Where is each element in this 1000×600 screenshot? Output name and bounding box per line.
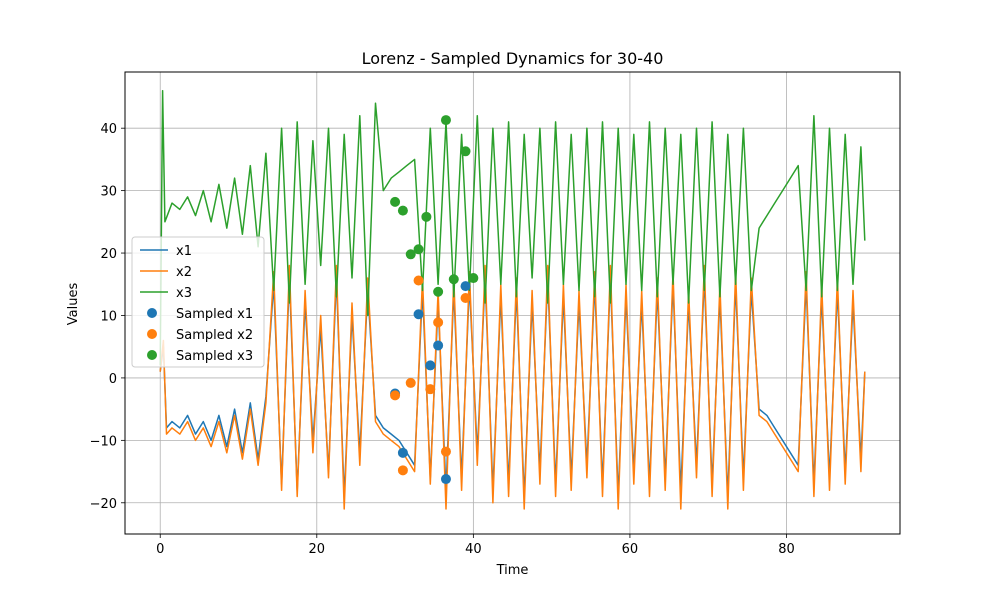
- sampled-x2-point: [390, 390, 401, 401]
- chart-title: Lorenz - Sampled Dynamics for 30-40: [362, 49, 664, 68]
- sampled-x1-point: [440, 474, 451, 485]
- sampled-x1-point: [413, 309, 424, 320]
- y-tick-label: 40: [100, 122, 117, 137]
- sampled-x2-point: [425, 384, 436, 395]
- sampled-x3-point: [460, 146, 471, 157]
- y-tick-label: 10: [100, 309, 117, 324]
- sampled-x3-point: [468, 273, 479, 284]
- sampled-x1-point: [425, 360, 436, 371]
- sampled-x3-point: [413, 244, 424, 255]
- sampled-x2-point: [460, 293, 471, 304]
- sampled-x2-point: [405, 377, 416, 388]
- y-tick-label: 0: [109, 372, 117, 387]
- sampled-x3-point: [440, 115, 451, 126]
- legend-label-sampled-x2: Sampled x2: [176, 328, 253, 343]
- y-tick-label: −10: [90, 434, 117, 449]
- sampled-x3-point: [397, 205, 408, 216]
- x-tick-label: 80: [778, 542, 795, 557]
- series-line-x3: [159, 89, 866, 366]
- legend-marker-sampled-x3: [147, 350, 157, 360]
- legend-label-x1: x1: [176, 244, 192, 259]
- x-tick-label: 20: [309, 542, 326, 557]
- x-axis-label: Time: [496, 563, 529, 578]
- legend-marker-sampled-x1: [147, 308, 157, 318]
- y-tick-label: 20: [100, 247, 117, 262]
- legend-label-sampled-x1: Sampled x1: [176, 307, 253, 322]
- legend-label-sampled-x3: Sampled x3: [176, 349, 253, 364]
- y-axis-label: Values: [66, 283, 81, 326]
- x-tick-label: 0: [156, 542, 164, 557]
- y-tick-label: 30: [100, 185, 117, 200]
- sampled-x3-point: [433, 286, 444, 297]
- sampled-x3-point: [448, 274, 459, 285]
- sampled-x1-point: [460, 281, 471, 292]
- legend: x1 x2 x3 Sampled x1 Sampled x2 Sampled x…: [131, 236, 265, 368]
- sampled-x2-point: [433, 317, 444, 328]
- sampled-x3-point: [405, 249, 416, 260]
- x-tick-label: 60: [622, 542, 639, 557]
- plot-frame: [124, 71, 901, 535]
- sampled-x1-point: [433, 340, 444, 351]
- legend-label-x2: x2: [176, 265, 192, 280]
- series-lines: [159, 89, 866, 510]
- sampled-x1-point: [397, 447, 408, 458]
- axis-ticks: 0 20 40 60 80 −20 −10 0 10 20 30 40: [90, 122, 795, 557]
- sampled-x3-point: [421, 211, 432, 222]
- series-line-x2: [159, 264, 866, 510]
- legend-marker-sampled-x2: [147, 329, 157, 339]
- sampled-x2-point: [397, 465, 408, 476]
- sampled-x3-point: [390, 196, 401, 207]
- legend-label-x3: x3: [176, 286, 192, 301]
- sampled-points: [390, 115, 479, 485]
- y-tick-label: −20: [90, 497, 117, 512]
- sampled-x2-point: [413, 275, 424, 286]
- legend-box: [131, 236, 265, 368]
- sampled-x2-point: [440, 446, 451, 457]
- x-tick-label: 40: [465, 542, 482, 557]
